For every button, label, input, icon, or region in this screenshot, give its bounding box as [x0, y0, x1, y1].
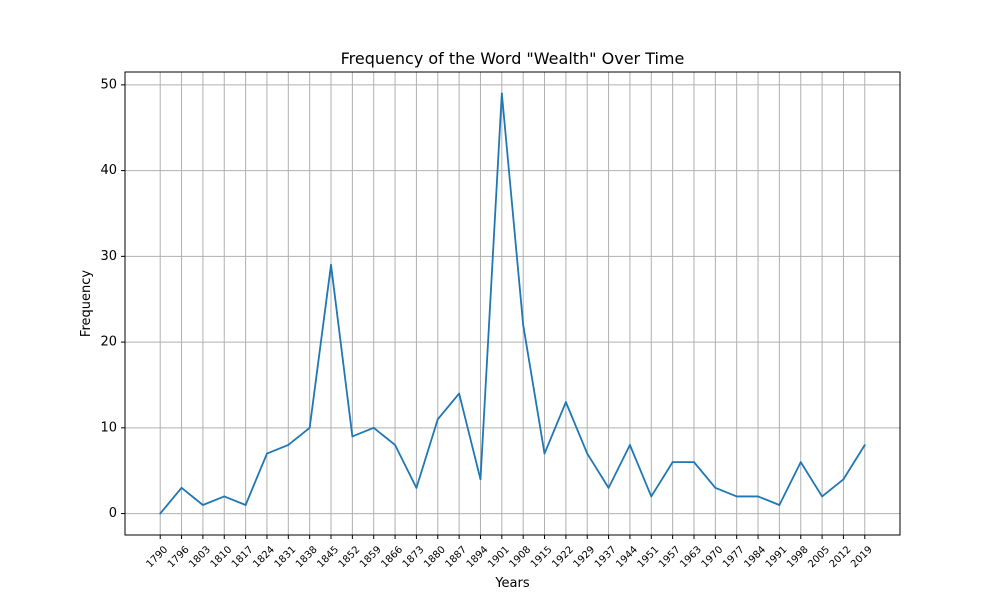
data-point — [522, 324, 525, 326]
data-point — [543, 452, 546, 455]
data-point — [693, 461, 695, 464]
data-point — [650, 495, 653, 498]
plot-frame — [124, 71, 901, 536]
data-point — [394, 444, 396, 446]
data-point — [159, 512, 162, 515]
data-point — [735, 495, 738, 498]
data-point — [372, 426, 375, 429]
data-point — [799, 461, 802, 464]
series-line — [159, 92, 866, 515]
data-point — [586, 452, 589, 455]
data-point — [415, 486, 418, 489]
data-point — [671, 461, 674, 464]
data-point — [330, 264, 332, 266]
data-point — [778, 504, 781, 506]
y-tick-label: 30 — [100, 249, 117, 264]
y-tick-label: 10 — [100, 420, 117, 435]
data-point — [757, 495, 759, 498]
data-point — [266, 452, 268, 455]
data-point — [436, 418, 439, 421]
data-point — [500, 92, 503, 95]
series-layer — [159, 92, 866, 515]
y-tick-label: 20 — [100, 335, 117, 350]
data-point — [223, 495, 226, 498]
data-point — [458, 392, 461, 395]
x-axis-label: Years — [494, 576, 530, 591]
data-point — [244, 504, 247, 506]
data-point — [202, 504, 204, 506]
data-point — [287, 444, 290, 446]
grid — [125, 72, 900, 535]
data-point — [351, 435, 354, 438]
chart-title: Frequency of the Word "Wealth" Over Time — [341, 49, 685, 68]
data-point — [863, 444, 866, 446]
data-point — [308, 426, 311, 429]
data-point — [479, 478, 482, 481]
data-point — [180, 486, 183, 489]
data-point — [821, 495, 823, 498]
data-point — [842, 478, 845, 481]
y-axis-label: Frequency — [79, 270, 94, 337]
data-point — [629, 444, 631, 446]
data-point — [564, 401, 567, 404]
y-tick-label: 50 — [100, 77, 117, 92]
data-point — [714, 486, 717, 489]
y-tick-label: 0 — [109, 506, 117, 521]
data-point — [607, 486, 610, 489]
y-tick-label: 40 — [100, 163, 117, 178]
